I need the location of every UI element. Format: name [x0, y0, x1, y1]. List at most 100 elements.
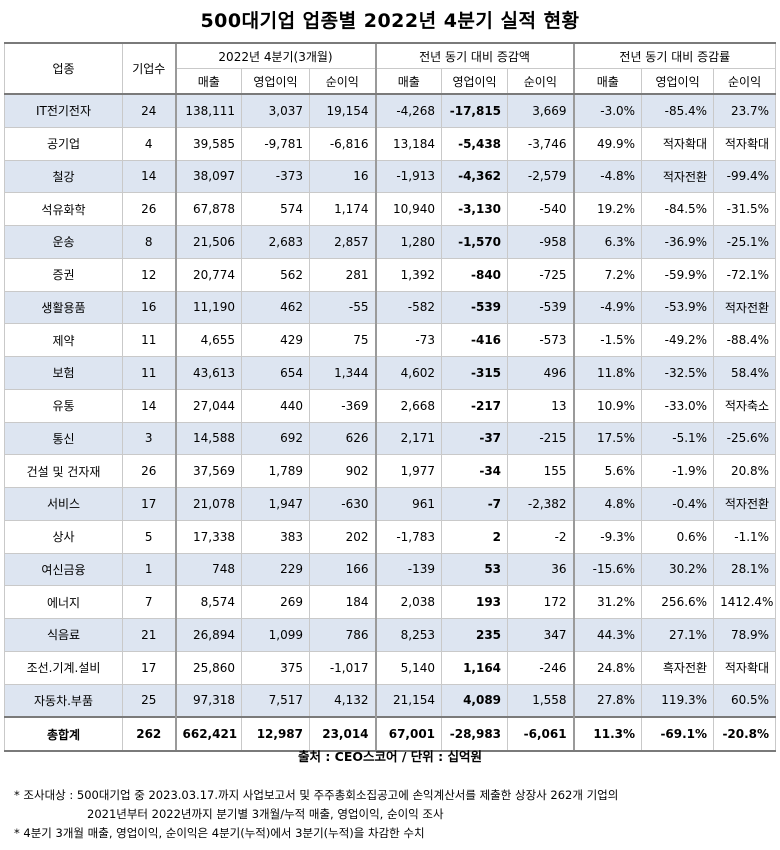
header-group-change-rate: 전년 동기 대비 증감률 [572, 42, 777, 69]
cell-r-sales: -4.9% [572, 290, 643, 325]
cell-r-op: -0.4% [641, 487, 715, 521]
cell-industry: 제약 [4, 323, 123, 357]
cell-r-op: -53.9% [641, 290, 715, 325]
cell-r-net: -1.1% [713, 519, 777, 554]
cell-r-net: -31.5% [713, 192, 777, 226]
cell-net: 184 [308, 585, 377, 619]
cell-d-op: -17,815 [441, 93, 509, 128]
cell-d-op: -217 [441, 388, 509, 423]
cell-d-sales: 1,977 [374, 454, 443, 488]
footnote-line: * 조사대상 : 500대기업 중 2023.03.17.까지 사업보고서 및 … [14, 788, 619, 802]
cell-sales: 39,585 [174, 126, 242, 161]
cell-d-sales: 5,140 [374, 650, 443, 685]
cell-industry: 총합계 [4, 716, 123, 752]
header-sales: 매출 [174, 68, 242, 95]
cell-r-net: -25.1% [713, 225, 777, 259]
cell-net: 16 [308, 159, 377, 194]
cell-op: 462 [241, 290, 310, 325]
cell-r-net: -88.4% [713, 323, 777, 357]
cell-sales: 27,044 [174, 388, 242, 423]
cell-sales: 38,097 [174, 159, 242, 194]
header-industry: 업종 [4, 42, 123, 95]
cell-net: 202 [308, 519, 377, 554]
cell-op: 429 [241, 323, 310, 357]
table-row: 조선.기계.설비 17 25,860 375 -1,017 5,140 1,164 -246 2… [4, 650, 777, 685]
cell-r-op: 적자전환 [641, 159, 715, 194]
cell-d-op: -4,362 [441, 159, 509, 194]
cell-sales: 25,860 [174, 650, 242, 685]
cell-r-sales: -9.3% [572, 519, 643, 554]
table-row: 철강 14 38,097 -373 16 -1,913 -4,362 -2,579 -4.8% 적… [4, 159, 777, 194]
cell-industry: 증권 [4, 257, 123, 292]
page-title: 500대기업 업종별 2022년 4분기 실적 현황 [200, 10, 580, 32]
cell-industry: 에너지 [4, 585, 123, 619]
cell-count: 11 [122, 323, 176, 357]
table-row: 상사 5 17,338 383 202 -1,783 2 -2 -9.3% 0.6% -1.1% [4, 519, 777, 554]
cell-d-op: -840 [441, 257, 509, 292]
table-row: 서비스 17 21,078 1,947 -630 961 -7 -2,382 4.8% -0.4%… [4, 487, 777, 521]
cell-r-net: 적자확대 [713, 126, 777, 161]
cell-r-sales: 6.3% [572, 225, 643, 259]
cell-r-op: 흑자전환 [641, 650, 715, 685]
cell-r-net: -20.8% [713, 716, 777, 752]
cell-net: 4,132 [308, 683, 377, 718]
cell-count: 17 [122, 650, 176, 685]
cell-r-net: 78.9% [713, 618, 777, 652]
cell-d-sales: -73 [374, 323, 443, 357]
cell-d-sales: 4,602 [374, 356, 443, 390]
table-row: 제약 11 4,655 429 75 -73 -416 -573 -1.5% -49.2% -88.… [4, 323, 777, 357]
cell-net: 1,174 [308, 192, 377, 226]
cell-industry: IT전기전자 [4, 93, 123, 128]
cell-r-net: 60.5% [713, 683, 777, 718]
cell-r-op: -32.5% [641, 356, 715, 390]
cell-d-sales: 1,392 [374, 257, 443, 292]
cell-d-op: -7 [441, 487, 509, 521]
cell-count: 1 [122, 552, 176, 587]
table-row: 에너지 7 8,574 269 184 2,038 193 172 31.2% 256.6% 141… [4, 585, 777, 619]
cell-r-sales: 27.8% [572, 683, 643, 718]
cell-count: 14 [122, 159, 176, 194]
cell-count: 8 [122, 225, 176, 259]
cell-count: 24 [122, 93, 176, 128]
cell-r-sales: -4.8% [572, 159, 643, 194]
cell-r-sales: 4.8% [572, 487, 643, 521]
cell-op: 229 [241, 552, 310, 587]
cell-r-sales: 11.3% [572, 716, 643, 752]
cell-d-sales: -1,783 [374, 519, 443, 554]
cell-d-sales: 21,154 [374, 683, 443, 718]
table-body: IT전기전자 24 138,111 3,037 19,154 -4,268 -17,815 3… [4, 93, 777, 752]
cell-d-sales: -582 [374, 290, 443, 325]
cell-net: 1,344 [308, 356, 377, 390]
cell-r-op: -84.5% [641, 192, 715, 226]
cell-industry: 철강 [4, 159, 123, 194]
cell-op: 440 [241, 388, 310, 423]
table-row: IT전기전자 24 138,111 3,037 19,154 -4,268 -17,815 3… [4, 93, 777, 128]
cell-op: 654 [241, 356, 310, 390]
header-group-q4: 2022년 4분기(3개월) [174, 42, 377, 69]
cell-sales: 11,190 [174, 290, 242, 325]
cell-r-net: 58.4% [713, 356, 777, 390]
cell-r-sales: -15.6% [572, 552, 643, 587]
cell-d-op: 2 [441, 519, 509, 554]
cell-d-net: -215 [507, 421, 575, 456]
cell-d-op: 193 [441, 585, 509, 619]
cell-industry: 석유화학 [4, 192, 123, 226]
table-row: 운송 8 21,506 2,683 2,857 1,280 -1,570 -958 6.3% -3… [4, 225, 777, 259]
cell-d-sales: 10,940 [374, 192, 443, 226]
cell-d-net: 172 [507, 585, 575, 619]
cell-count: 26 [122, 192, 176, 226]
cell-sales: 138,111 [174, 93, 242, 128]
cell-d-net: 3,669 [507, 93, 575, 128]
cell-net: 75 [308, 323, 377, 357]
table-row: 유통 14 27,044 440 -369 2,668 -217 13 10.9% -33.0% 적… [4, 388, 777, 423]
cell-r-net: 적자전환 [713, 487, 777, 521]
header-op: 영업이익 [241, 68, 310, 95]
header-group-change-amount: 전년 동기 대비 증감액 [374, 42, 575, 69]
cell-op: 7,517 [241, 683, 310, 718]
cell-sales: 4,655 [174, 323, 242, 357]
cell-r-net: 28.1% [713, 552, 777, 587]
table-row: 석유화학 26 67,878 574 1,174 10,940 -3,130 -540 19.2… [4, 192, 777, 226]
cell-net: 166 [308, 552, 377, 587]
cell-r-sales: -3.0% [572, 93, 643, 128]
cell-r-sales: 10.9% [572, 388, 643, 423]
